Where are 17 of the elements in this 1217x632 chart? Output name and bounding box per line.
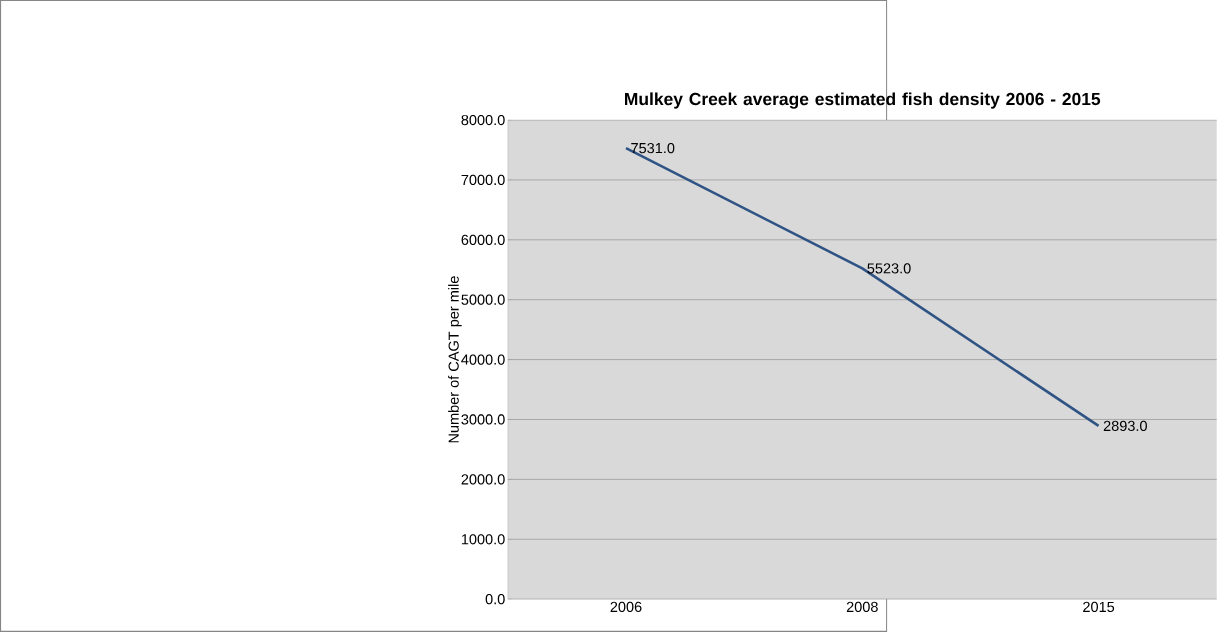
y-tick-label: 3000.0 [461,414,505,425]
y-axis-title: Number of CAGT per mile [448,276,462,443]
x-tick-label: 2006 [610,601,642,613]
data-label: 5523.0 [867,263,911,274]
y-tick-label: 5000.0 [461,294,505,305]
y-tick-label: 2000.0 [461,474,505,485]
data-label: 2893.0 [1103,420,1147,432]
y-tick-label: 6000.0 [461,234,505,245]
x-tick-label: 2008 [846,601,878,613]
y-tick-label: 8000.0 [461,114,505,126]
y-tick-label: 1000.0 [461,534,505,545]
y-tick-label: 4000.0 [461,354,505,365]
y-tick-label: 0.0 [485,594,505,605]
y-tick-label: 7000.0 [461,174,505,186]
chart-title: Mulkey Creek average estimated fish density 2006 - 2015 [625,92,1101,109]
data-label: 7531.0 [631,143,675,154]
x-tick-label: 2015 [1083,601,1115,613]
